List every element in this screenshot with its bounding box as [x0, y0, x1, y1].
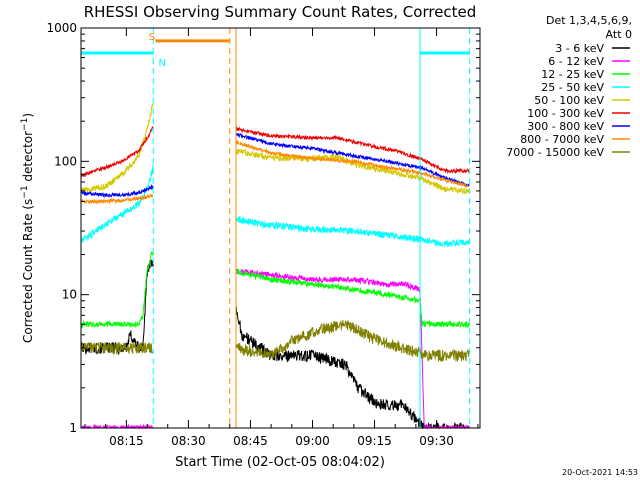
plot-frame [80, 27, 481, 429]
y-tick-label: 100 [54, 154, 77, 168]
legend-header-2: Att 0 [606, 28, 632, 41]
series-line [80, 341, 154, 355]
y-axis: 1 10 100 1000 [46, 21, 480, 435]
legend-label: 100 - 300 keV [527, 107, 604, 120]
legend-label: 12 - 25 keV [541, 68, 604, 81]
legend-header-1: Det 1,3,4,5,6,9, [546, 14, 632, 27]
legend-label: 6 - 12 keV [548, 55, 604, 68]
series-line [235, 269, 470, 329]
series-line [235, 268, 470, 430]
state-marker-label: S [149, 32, 155, 43]
series-line [235, 216, 470, 247]
series-line [235, 319, 470, 362]
legend-label: 300 - 800 keV [527, 120, 604, 133]
series-line [80, 250, 154, 329]
x-tick-label: 08:30 [171, 434, 206, 448]
legend-label: 3 - 6 keV [555, 42, 604, 55]
legend-label: 25 - 50 keV [541, 81, 604, 94]
legend-label: 50 - 100 keV [534, 94, 604, 107]
series-line [80, 125, 154, 178]
chart-title: RHESSI Observing Summary Count Rates, Co… [84, 3, 477, 21]
series-100-300-kev [80, 125, 470, 178]
series-800-7000-kev [80, 140, 470, 205]
x-tick-label: 09:15 [357, 434, 392, 448]
y-tick-label: 1000 [46, 21, 77, 35]
footer-timestamp: 20-Oct-2021 14:53 [562, 468, 638, 477]
series-7000-15000-kev [80, 319, 470, 362]
x-tick-label: 08:15 [109, 434, 144, 448]
series-line [235, 126, 470, 175]
y-tick-label: 1 [69, 421, 77, 435]
y-tick-label: 10 [62, 288, 77, 302]
series-line [80, 183, 154, 199]
legend-label: 800 - 7000 keV [520, 133, 604, 146]
series-line [235, 140, 470, 189]
x-axis: 08:15 08:30 08:45 09:00 09:15 09:30 [84, 28, 479, 448]
x-tick-label: 09:30 [419, 434, 454, 448]
y-axis-label: Corrected Count Rate (s−1 detector−1) [20, 113, 35, 343]
series-line [235, 132, 470, 188]
state-marker-label: N [159, 58, 166, 69]
legend-label: 7000 - 15000 keV [506, 146, 604, 159]
x-axis-label: Start Time (02-Oct-05 08:04:02) [175, 455, 385, 470]
series-line [80, 192, 154, 205]
series-300-800-kev [80, 132, 470, 199]
series-line [80, 103, 154, 194]
x-tick-label: 08:45 [233, 434, 268, 448]
x-tick-label: 09:00 [295, 434, 330, 448]
series-12-25-kev [80, 250, 470, 329]
